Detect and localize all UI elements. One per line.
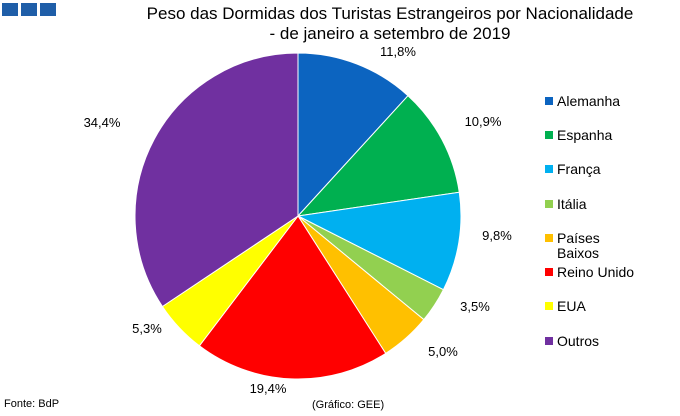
slice-value-label: 5,0% (428, 344, 458, 359)
legend-label: França (557, 161, 601, 177)
pie-slice (296, 94, 460, 217)
legend-label: Reino Unido (557, 264, 635, 280)
pie-slice (297, 52, 409, 218)
legend-label: Outros (557, 333, 600, 349)
legend-swatch (545, 131, 553, 139)
source-note: Fonte: BdP (4, 398, 60, 410)
legend-label: EUA (557, 298, 586, 314)
legend-swatch (545, 97, 553, 105)
chart-title: Peso das Dormidas dos Turistas Estrangei… (146, 4, 634, 23)
legend-swatch (545, 268, 553, 276)
chart-credit: (Gráfico: GEE) (312, 399, 385, 411)
legend-swatch (545, 200, 553, 208)
slice-value-label: 11,8% (380, 44, 416, 59)
slice-value-label: 34,4% (84, 115, 121, 130)
logo-square-icon (21, 3, 37, 16)
slice-value-label: 3,5% (460, 299, 490, 314)
logo-square-icon (40, 3, 56, 16)
pie-slice (134, 52, 299, 308)
legend-swatch (545, 234, 553, 242)
legend-swatch (545, 302, 553, 310)
slice-value-label: 10,9% (465, 114, 502, 129)
legend-label: Alemanha (557, 93, 621, 109)
legend-label: Espanha (557, 127, 613, 143)
slice-value-label: 9,8% (482, 228, 512, 243)
slice-value-label: 19,4% (250, 381, 287, 396)
logo (2, 3, 56, 16)
legend-label: Itália (557, 196, 587, 212)
legend-swatch (545, 337, 553, 345)
logo-square-icon (2, 3, 18, 16)
chart-subtitle: - de janeiro a setembro de 2019 (269, 24, 511, 43)
legend-swatch (545, 165, 553, 173)
slice-value-label: 5,3% (132, 321, 162, 336)
legend-label: Países Baixos (557, 230, 600, 261)
pie-slice (198, 215, 387, 380)
pie-slice (296, 191, 462, 291)
